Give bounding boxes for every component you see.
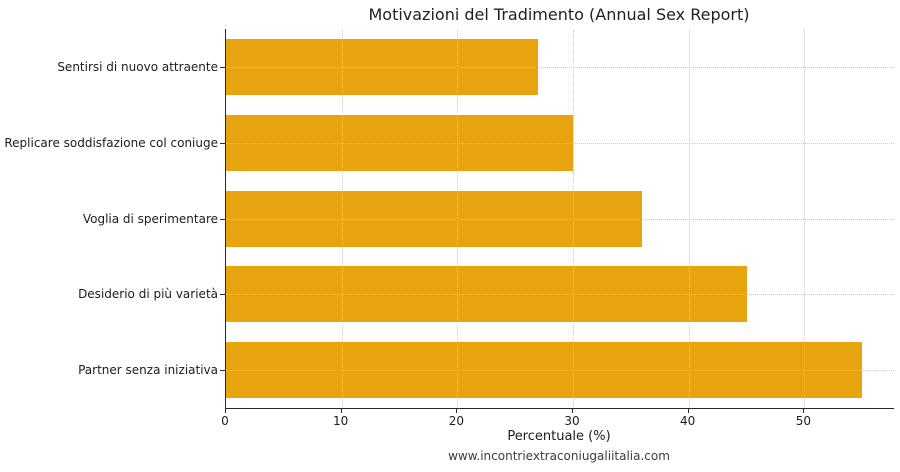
x-tick-mark-10 — [340, 409, 342, 413]
y-tick-mark-1 — [220, 142, 225, 144]
y-tick-label-4: Partner senza iniziativa — [78, 363, 218, 378]
gridline-y-4 — [226, 370, 894, 372]
x-tick-label-0: 0 — [221, 414, 229, 428]
y-tick-mark-0 — [220, 66, 225, 68]
source-url: www.incontriextraconiugaliitalia.com — [448, 449, 670, 463]
y-tick-mark-3 — [220, 294, 225, 296]
x-tick-label-30: 30 — [564, 414, 580, 428]
x-tick-label-20: 20 — [448, 414, 464, 428]
x-tick-mark-40 — [687, 409, 689, 413]
x-tick-mark-50 — [803, 409, 805, 413]
y-tick-label-2: Voglia di sperimentare — [82, 211, 218, 226]
chart-title: Motivazioni del Tradimento (Annual Sex R… — [368, 5, 750, 24]
y-tick-mark-2 — [220, 218, 225, 220]
x-tick-label-50: 50 — [795, 414, 811, 428]
x-tick-mark-30 — [572, 409, 573, 413]
plot-area — [225, 29, 894, 409]
gridline-y-1 — [226, 142, 894, 144]
x-tick-mark-20 — [456, 409, 458, 413]
x-tick-label-10: 10 — [333, 414, 349, 428]
y-tick-label-3: Desiderio di più varietà — [78, 287, 218, 302]
y-tick-label-1: Replicare soddisfazione col coniuge — [4, 135, 218, 150]
gridline-y-0 — [226, 66, 894, 68]
gridline-y-2 — [226, 218, 894, 220]
x-axis-label: Percentuale (%) — [507, 429, 611, 444]
x-tick-mark-0 — [225, 409, 226, 413]
x-tick-label-40: 40 — [680, 414, 696, 428]
y-tick-mark-4 — [220, 370, 225, 372]
gridline-y-3 — [226, 294, 894, 296]
y-tick-label-0: Sentirsi di nuovo attraente — [57, 59, 218, 74]
